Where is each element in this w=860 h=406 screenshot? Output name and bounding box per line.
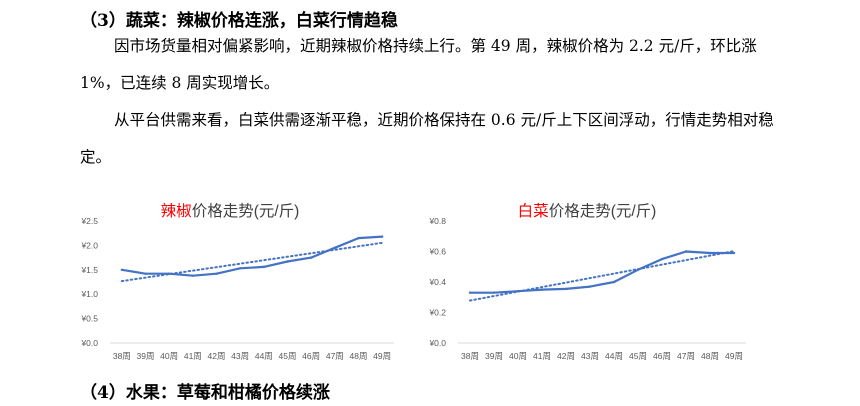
data-point: [167, 272, 171, 275]
data-point: [144, 272, 147, 275]
paragraph-pepper-price: 因市场货量相对偏紧影响，近期辣椒价格持续上行。第 49 周，辣椒价格为 2.2 …: [80, 37, 757, 92]
y-tick-label: ¥0.8: [428, 216, 446, 226]
data-point: [684, 250, 688, 253]
x-tick-label: 43周: [581, 351, 599, 361]
paragraph-cabbage-price: 从平台供需来看，白菜供需逐渐平稳，近期价格保持在 0.6 元/斤上下区间浮动，行…: [80, 111, 774, 166]
y-tick-label: ¥1.5: [80, 265, 98, 275]
y-tick-label: ¥0.0: [80, 338, 98, 348]
data-point: [732, 251, 736, 255]
chart-title: 白菜价格走势(元/斤): [518, 202, 657, 220]
x-tick-label: 48周: [701, 351, 719, 361]
price-series-line: [121, 235, 383, 277]
x-tick-label: 39周: [485, 351, 503, 361]
y-tick-label: ¥2.5: [80, 216, 98, 226]
data-point: [708, 251, 712, 255]
x-tick-label: 48周: [350, 351, 368, 361]
y-tick-label: ¥0.6: [428, 247, 446, 257]
price-series-line: [470, 250, 734, 294]
section-heading-vegetables: （3）蔬菜：辣椒价格连涨，白菜行情趋稳: [80, 11, 398, 31]
x-tick-label: 38周: [113, 351, 131, 361]
data-point: [516, 289, 520, 293]
data-point: [380, 235, 384, 238]
x-tick-label: 42周: [208, 351, 226, 361]
y-tick-label: ¥2.0: [80, 240, 98, 250]
data-point: [262, 265, 266, 269]
section-heading-fruit: （4）水果：草莓和柑橘价格续涨: [80, 383, 330, 403]
x-tick-label: 41周: [184, 351, 202, 361]
x-tick-label: 40周: [160, 351, 178, 361]
x-tick-label: 39周: [137, 351, 155, 361]
data-point: [612, 280, 616, 284]
trendline: [469, 250, 735, 302]
data-point: [309, 256, 313, 259]
x-tick-label: 38周: [461, 351, 479, 361]
y-tick-label: ¥0.0: [428, 338, 446, 348]
x-tick-label: 46周: [302, 351, 320, 361]
data-point: [215, 272, 218, 275]
data-point: [660, 257, 664, 261]
data-point: [357, 236, 360, 240]
trendline: [120, 241, 384, 283]
chart-title-highlight: 白菜: [518, 202, 549, 220]
x-tick-label: 44周: [605, 351, 623, 361]
x-tick-label: 45周: [629, 351, 647, 361]
data-point: [120, 268, 124, 271]
data-point: [468, 291, 472, 294]
y-tick-label: ¥0.5: [80, 314, 98, 324]
chart-title-highlight: 辣椒: [161, 202, 192, 220]
data-point: [333, 246, 337, 250]
x-tick-label: 49周: [725, 351, 743, 361]
data-point: [636, 268, 640, 271]
chart-title-rest: 价格走势(元/斤): [549, 202, 657, 220]
data-point: [588, 285, 592, 288]
x-tick-label: 44周: [255, 351, 273, 361]
data-point: [238, 267, 242, 270]
y-tick-label: ¥0.2: [428, 308, 446, 318]
x-tick-label: 40周: [509, 351, 527, 361]
data-point: [564, 287, 568, 291]
x-tick-label: 41周: [533, 351, 551, 361]
x-tick-label: 47周: [677, 351, 695, 361]
x-tick-label: 43周: [231, 351, 249, 361]
y-tick-label: ¥0.4: [428, 277, 446, 287]
data-point: [191, 274, 195, 277]
y-tick-label: ¥1.0: [80, 289, 98, 299]
data-point: [540, 288, 544, 291]
x-tick-label: 42周: [557, 351, 575, 361]
pepper-price-chart: 辣椒价格走势(元/斤) ¥0.0 ¥0.5 ¥1.0 ¥1.5 ¥2.0 ¥2.5 38周 39…: [60, 196, 420, 366]
chart-title-rest: 价格走势(元/斤): [192, 202, 300, 220]
data-point: [286, 260, 289, 263]
x-tick-label: 49周: [373, 351, 391, 361]
x-tick-label: 47周: [326, 351, 344, 361]
data-point: [492, 291, 496, 294]
chart-title: 辣椒价格走势(元/斤): [161, 202, 300, 220]
x-tick-label: 46周: [653, 351, 671, 361]
x-tick-label: 45周: [279, 351, 297, 361]
cabbage-price-chart: 白菜价格走势(元/斤) ¥0.0 ¥0.2 ¥0.4 ¥0.6 ¥0.8 38周 39周 40周…: [400, 196, 780, 366]
